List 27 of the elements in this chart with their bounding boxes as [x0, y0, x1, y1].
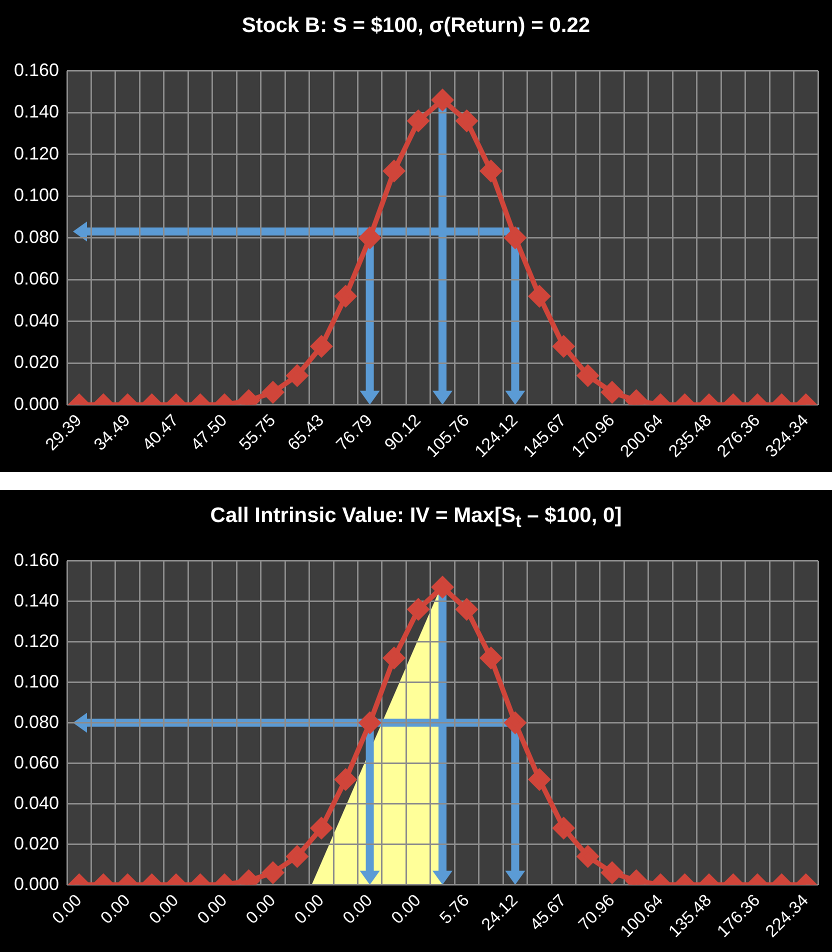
y-tick-label: 0.020: [14, 352, 60, 372]
x-tick-label: 0.00: [145, 890, 182, 928]
y-tick-label: 0.100: [14, 671, 60, 692]
y-tick-label: 0.160: [14, 550, 60, 570]
chart-title: Stock B: S = $100, σ(Return) = 0.22: [240, 14, 592, 38]
y-tick-label: 0.100: [14, 185, 60, 206]
y-tick-label: 0.040: [14, 310, 60, 330]
y-tick-label: 0.160: [14, 60, 60, 80]
y-tick-label: 0.020: [14, 833, 60, 854]
x-tick-label: 5.76: [436, 890, 473, 928]
chart-title: Call Intrinsic Value: IV = Max[S$_{t}$ – $100, 0]: [209, 504, 623, 532]
y-tick-label: 0.080: [14, 226, 60, 247]
y-tick-label: 0.040: [14, 792, 60, 813]
x-tick-label: 0.00: [242, 890, 280, 928]
x-tick-label: 0.00: [194, 890, 231, 928]
y-tick-label: 0.140: [14, 590, 60, 610]
x-tick-label: 0.00: [96, 890, 134, 928]
y-tick-label: 0.120: [14, 143, 60, 164]
y-tick-label: 0.080: [14, 712, 60, 732]
x-tick-label: 0.00: [339, 890, 376, 928]
x-tick-label: 0.00: [290, 890, 328, 928]
y-tick-label: 0.060: [14, 752, 60, 772]
y-tick-label: 0.060: [14, 268, 60, 289]
y-tick-label: 0.120: [14, 630, 60, 651]
y-tick-label: 0.000: [14, 394, 60, 414]
x-tick-label: 0.00: [388, 890, 424, 928]
y-tick-label: 0.140: [14, 102, 60, 122]
